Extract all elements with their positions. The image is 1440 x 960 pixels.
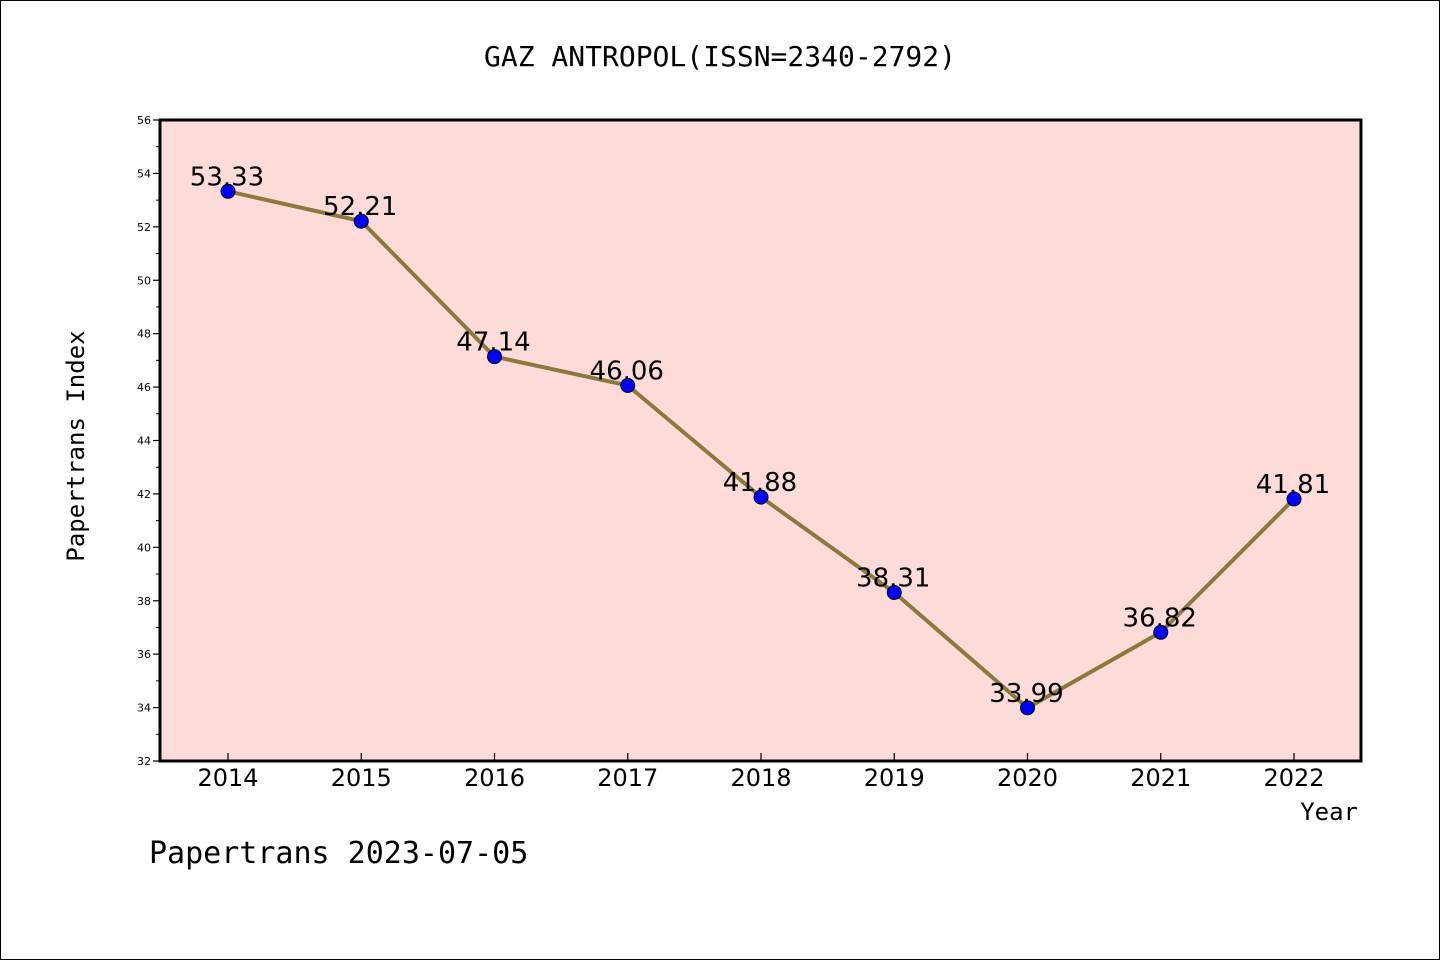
- x-tick-label: 2019: [864, 764, 925, 792]
- data-point: [1286, 491, 1302, 507]
- y-tick-label: 48: [137, 328, 151, 341]
- y-tick-label: 42: [137, 488, 151, 501]
- y-tick-label: 34: [137, 702, 151, 715]
- y-tick-label: 46: [137, 381, 151, 394]
- y-tick-label: 32: [137, 755, 151, 768]
- y-tick-label: 54: [137, 167, 151, 180]
- chart-title: GAZ ANTROPOL(ISSN=2340-2792): [484, 40, 956, 73]
- data-label: 36.82: [1123, 603, 1197, 633]
- data-point: [886, 584, 902, 600]
- x-tick-label: 2018: [730, 764, 791, 792]
- y-tick-label: 44: [137, 435, 151, 448]
- data-label: 53.33: [190, 162, 264, 192]
- x-tick-label: 2021: [1130, 764, 1191, 792]
- y-tick-label: 38: [137, 595, 151, 608]
- data-point: [753, 489, 769, 505]
- x-tick-label: 2020: [997, 764, 1058, 792]
- data-point: [220, 183, 236, 199]
- x-axis: 2014 2015 2016 2017 2018 2019 2020 2021 2022: [197, 753, 1325, 792]
- data-label: 33.99: [989, 679, 1063, 709]
- data-point: [487, 349, 502, 365]
- data-label: 52.21: [323, 192, 397, 222]
- y-tick-label: 52: [137, 221, 151, 234]
- y-tick-label: 36: [137, 648, 151, 661]
- data-label: 47.14: [456, 328, 530, 358]
- y-tick-label: 56: [137, 114, 151, 127]
- y-axis-label: Papertrans Index: [62, 330, 90, 561]
- x-tick-label: 2016: [464, 764, 525, 792]
- data-label: 38.31: [856, 563, 930, 593]
- x-tick-label: 2015: [331, 764, 392, 792]
- data-label: 46.06: [590, 356, 664, 386]
- y-axis: 32 34 36 38 40 42 44 46 48 50 52 54 56: [137, 114, 160, 768]
- data-point: [1153, 624, 1169, 640]
- series-marker-layer: [220, 183, 1302, 716]
- data-point: [353, 213, 369, 229]
- x-tick-label: 2017: [597, 764, 658, 792]
- y-tick-label: 50: [137, 274, 151, 287]
- x-tick-label: 2014: [197, 764, 258, 792]
- x-tick-label: 2022: [1263, 764, 1324, 792]
- data-point: [620, 377, 636, 393]
- data-label-layer: 53.33 52.21 47.14 46.06 41.88 38.31 33.99 36.82…: [190, 162, 1330, 709]
- data-label: 41.81: [1256, 470, 1330, 500]
- x-axis-label: Year: [1300, 798, 1358, 826]
- footer-date-label: Papertrans 2023-07-05: [149, 836, 528, 871]
- y-tick-label: 40: [137, 541, 151, 554]
- data-label: 41.88: [723, 468, 797, 498]
- data-point: [1020, 700, 1035, 716]
